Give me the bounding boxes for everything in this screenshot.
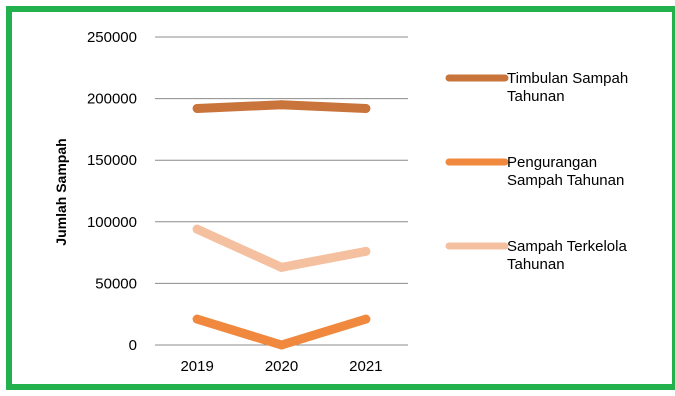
x-tick-label: 2019	[180, 358, 213, 375]
y-tick-label: 200000	[87, 91, 137, 108]
x-tick-label: 2020	[265, 358, 298, 375]
x-tick-labels: 2019 2020 2021	[180, 358, 382, 375]
legend-label: Tahunan	[507, 256, 565, 273]
data-point	[361, 314, 371, 324]
data-point	[277, 100, 286, 110]
data-point	[192, 103, 202, 113]
y-tick-label: 150000	[87, 152, 137, 169]
x-tick-label: 2021	[349, 358, 382, 375]
legend-label: Timbulan Sampah	[507, 70, 628, 87]
series-lines	[192, 100, 371, 350]
data-point	[192, 224, 202, 234]
legend-label: Tahunan	[507, 88, 565, 105]
legend-label: Sampah Terkelola	[507, 238, 627, 255]
y-tick-label: 50000	[95, 275, 137, 292]
gridlines	[155, 36, 408, 346]
data-point	[277, 262, 286, 272]
y-axis-label: Jumlah Sampah	[53, 138, 69, 245]
legend-label: Sampah Tahunan	[507, 172, 624, 189]
legend-label: Pengurangan	[507, 154, 597, 171]
y-tick-label: 0	[129, 337, 137, 354]
legend: Timbulan SampahTahunanPenguranganSampah …	[445, 70, 628, 273]
data-point	[361, 246, 371, 256]
data-point	[277, 340, 286, 350]
y-tick-label: 250000	[87, 29, 137, 46]
data-point	[192, 314, 202, 324]
data-point	[361, 103, 371, 113]
y-tick-labels: 250000 200000 150000 100000 50000 0	[87, 29, 137, 354]
y-tick-label: 100000	[87, 214, 137, 231]
